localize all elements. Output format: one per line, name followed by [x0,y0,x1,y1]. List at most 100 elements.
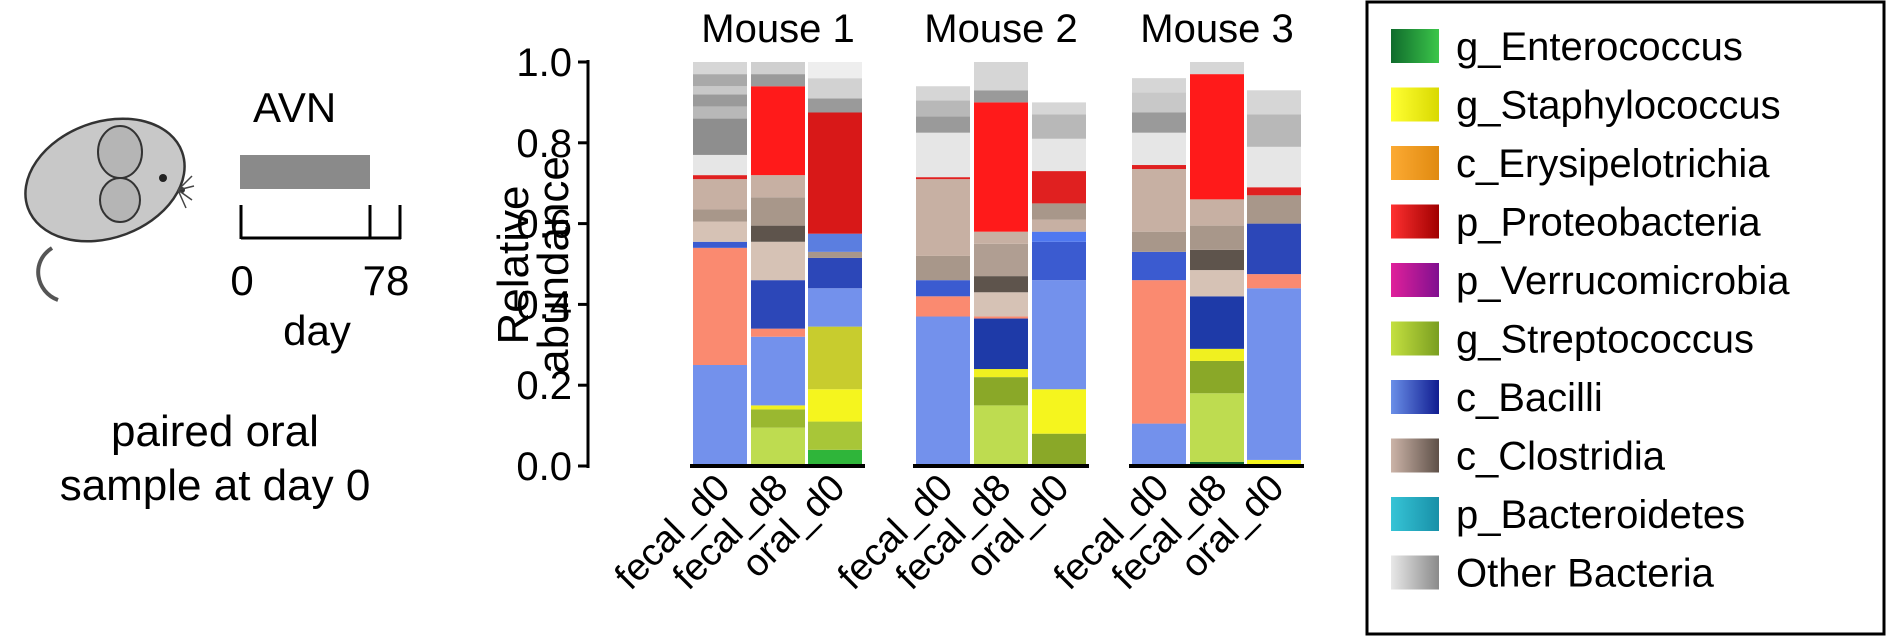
bar-segment [1132,92,1186,113]
legend-label: p_Bacteroidetes [1456,493,1745,537]
legend-label: p_Proteobacteria [1456,201,1761,245]
bar-segment [751,225,805,242]
bar-segment [974,102,1028,232]
bar-segment [808,421,862,450]
note-line-1: paired oral [111,407,319,456]
bar-segment [1032,102,1086,115]
bar-segment [916,100,970,117]
group-title: Mouse 2 [924,7,1077,51]
bar-segment [1247,146,1301,188]
bar-segment [1190,74,1244,200]
legend-swatch [1391,438,1439,473]
bar-7 [1132,78,1186,466]
bar-segment [1190,270,1244,297]
bar-segment [974,62,1028,91]
bar-segment [1132,231,1186,252]
bar-segment [808,389,862,422]
legend-label: g_Enterococcus [1456,25,1743,69]
y-tick-label: 1.0 [516,41,572,85]
bar-segment [751,241,805,281]
bar-segment [974,243,1028,277]
bar-segment [693,86,747,95]
timeline-end-label: 78 [363,257,410,304]
bar-3 [808,62,862,466]
bar-segment [1190,249,1244,271]
bar-1 [693,62,747,466]
bar-segment [751,197,805,226]
legend-label: c_Erysipelotrichia [1456,142,1770,186]
bar-segment [1132,280,1186,424]
bar-segment [751,409,805,428]
bar-segment [751,175,805,198]
legend-swatch [1391,497,1439,531]
bar-segment [974,318,1028,370]
bar-segment [1132,169,1186,232]
bar-segment [974,231,1028,244]
bar-segment [693,118,747,155]
legend: g_Enterococcus g_Staphylococcus c_Erysipel… [1391,25,1790,596]
bar-segment [693,241,747,248]
note-line-2: sample at day 0 [60,461,371,510]
bar-segment [693,221,747,242]
bar-2 [751,62,805,466]
bar-segment [974,377,1028,406]
bar-segment [751,328,805,337]
bar-segment [1032,280,1086,390]
bar-segment [808,98,862,113]
y-tick-label: 0.6 [516,203,572,247]
bar-5 [974,62,1028,466]
bar-segment [974,369,1028,378]
bar-segment [1032,241,1086,281]
bar-segment [808,288,862,327]
legend-swatch [1391,555,1439,590]
bar-segment [916,255,970,281]
bar-segment [916,116,970,133]
y-axis-label-line-1: Relative [489,186,538,345]
legend-swatch [1391,87,1439,122]
legend-swatch [1391,204,1439,239]
bar-segment [808,449,862,466]
bar-segment [1132,78,1186,93]
treatment-bar [240,155,370,189]
bar-segment [693,106,747,119]
bar-segment [751,336,805,406]
bar-segment [751,74,805,87]
bar-segment [1032,114,1086,139]
bar-segment [974,405,1028,466]
bar-segment [693,365,747,466]
bar-segment [974,90,1028,103]
bar-segment [1190,348,1244,361]
bar-4 [916,86,970,466]
bar-segment [751,86,805,176]
bar-segment [693,175,747,180]
bar-segment [1190,393,1244,462]
bar-segment [1247,114,1301,147]
bar-segment [808,251,862,258]
legend-swatch [1391,146,1439,180]
bar-segment [1247,288,1301,460]
legend-label: Other Bacteria [1456,552,1715,596]
bar-segment [808,112,862,234]
legend-swatch [1391,29,1439,63]
bar-segment [751,62,805,75]
bar-segment [1032,138,1086,172]
bar-segment [916,132,970,178]
bar-segment [916,179,970,256]
bar-segment [1132,423,1186,466]
bar-segment [1032,219,1086,232]
bar-segment [1190,296,1244,349]
bar-segment [1132,165,1186,170]
y-tick-label: 0.0 [516,445,572,489]
bar-segment [916,177,970,180]
chart-plot-area: 0.00.20.40.60.81.0fecal_d0fecal_d8oral_d… [516,7,1304,598]
legend-swatch [1391,321,1439,356]
y-tick-label: 0.8 [516,122,572,166]
bar-segment [1032,389,1086,434]
group-title: Mouse 3 [1140,7,1293,51]
timeline-unit-label: day [283,307,351,354]
bar-segment [751,405,805,410]
bar-segment [808,78,862,99]
bar-segment [1132,251,1186,281]
bar-segment [1190,62,1244,75]
